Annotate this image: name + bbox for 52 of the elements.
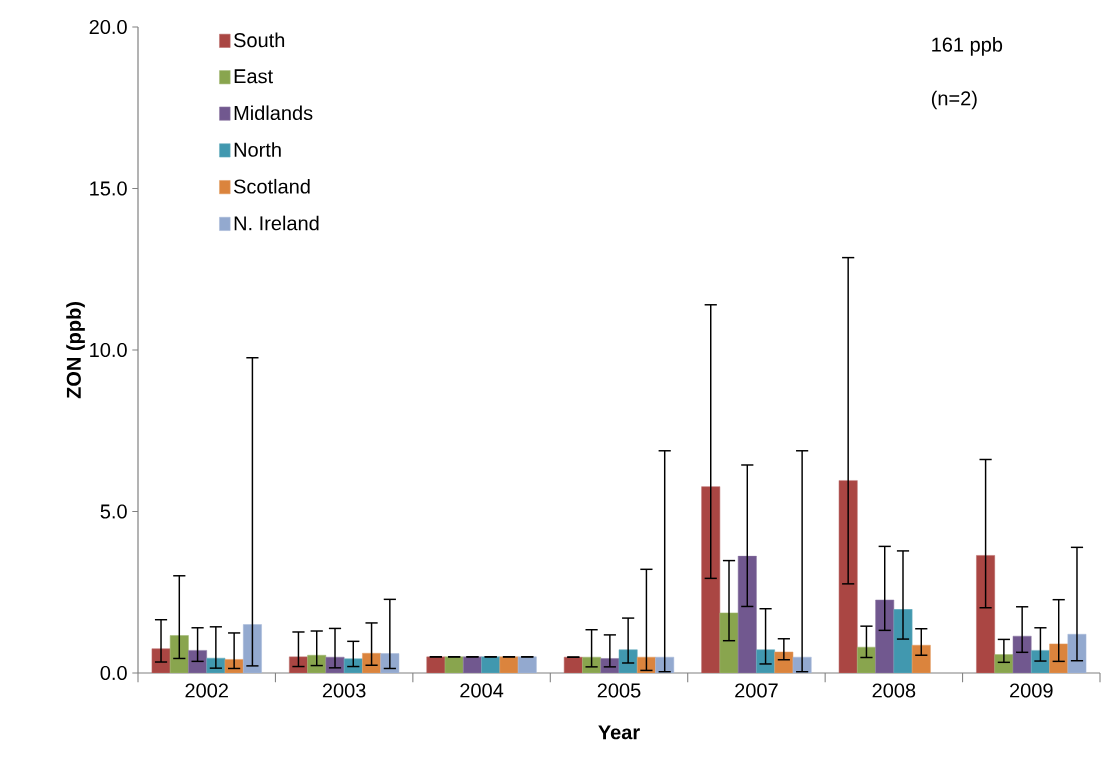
y-tick-label: 20.0: [89, 19, 127, 35]
legend-label: East: [234, 69, 273, 84]
bar: [655, 656, 675, 673]
x-tick-label: 2005: [597, 683, 641, 698]
bar: [875, 599, 895, 673]
bar: [517, 656, 537, 673]
bar: [499, 656, 519, 673]
bar: [756, 649, 775, 673]
bar: [857, 646, 876, 673]
bar: [362, 653, 381, 673]
bar: [481, 656, 501, 673]
bar: [169, 635, 189, 673]
bar: [243, 624, 262, 673]
x-tick-label: 2008: [872, 683, 916, 698]
x-tick-label: 2002: [185, 683, 228, 698]
legend-label: Midlands: [234, 105, 313, 121]
x-axis-title: Year: [598, 725, 640, 740]
bar: [637, 656, 656, 673]
bar: [774, 651, 794, 673]
bar: [701, 486, 721, 673]
x-tick-label: 2004: [460, 683, 504, 698]
bar: [188, 650, 207, 673]
bar: [719, 612, 739, 673]
y-tick-label: 10.0: [90, 342, 127, 358]
bar: [343, 658, 363, 673]
x-tick-label: 2003: [322, 683, 366, 698]
x-tick-label: 2007: [735, 683, 778, 698]
y-tick-label: 5.0: [100, 504, 127, 519]
bar: [1031, 650, 1050, 673]
legend-label: N. Ireland: [234, 215, 319, 231]
annotation: 161 ppb: [932, 37, 1003, 56]
y-axis-title: ZON (ppb): [66, 302, 85, 399]
x-tick-label: 2009: [1010, 683, 1053, 698]
bar: [426, 656, 446, 673]
legend-label: North: [234, 142, 281, 157]
y-tick-label: 0.0: [100, 665, 127, 681]
bar: [444, 656, 464, 673]
bar: [893, 609, 913, 673]
bar: [1049, 643, 1069, 673]
bar: [994, 654, 1014, 673]
bar: [737, 555, 757, 673]
legend-label: Scotland: [234, 178, 310, 194]
bar: [911, 644, 931, 673]
y-tick-label: 15.0: [90, 181, 127, 196]
bar: [838, 480, 858, 673]
legend-label: South: [234, 32, 285, 48]
bar: [463, 656, 482, 673]
bar: [1012, 635, 1032, 673]
bar: [976, 555, 995, 673]
annotation: (n=2): [931, 90, 977, 110]
bar: [307, 654, 327, 673]
bar: [582, 656, 601, 673]
